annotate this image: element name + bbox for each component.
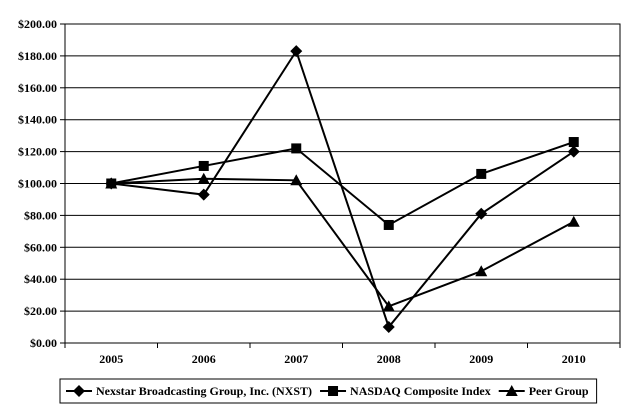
data-point-diamond <box>475 207 488 220</box>
y-tick-label: $40.00 <box>24 272 57 286</box>
data-point-square <box>198 160 209 171</box>
data-point-diamond <box>197 188 210 201</box>
data-point-triangle <box>475 265 488 277</box>
x-axis-tick-labels: 2005 2006 2007 2008 2009 2010 <box>64 343 621 366</box>
x-tick-label: 2009 <box>469 352 493 366</box>
series-triangle <box>105 172 580 312</box>
y-tick-label: $200.00 <box>18 17 57 31</box>
y-tick-label: $80.00 <box>24 208 57 222</box>
series-line <box>111 141 575 227</box>
data-point-diamond <box>382 321 395 334</box>
series-line <box>111 48 575 330</box>
y-tick-label: $20.00 <box>24 304 57 318</box>
x-tick-label: 2010 <box>562 352 586 366</box>
y-tick-label: $0.00 <box>30 336 57 350</box>
plot-area-border <box>64 23 621 344</box>
legend-marker-diamond <box>73 385 85 397</box>
y-tick-label: $140.00 <box>18 113 57 127</box>
x-tick-label: 2008 <box>377 352 401 366</box>
y-tick-label: $120.00 <box>18 145 57 159</box>
data-point-diamond <box>290 45 303 58</box>
data-point-triangle <box>382 300 395 312</box>
legend-label: Nexstar Broadcasting Group, Inc. (NXST) <box>96 384 312 398</box>
legend: Nexstar Broadcasting Group, Inc. (NXST) N… <box>59 378 598 404</box>
data-point-square <box>291 143 302 154</box>
y-tick-label: $100.00 <box>18 177 57 191</box>
legend-marker-triangle <box>505 385 518 396</box>
data-point-diamond <box>567 145 580 158</box>
data-point-triangle <box>290 174 303 186</box>
data-point-square <box>383 219 394 230</box>
legend-item: NASDAQ Composite Index <box>320 384 491 398</box>
x-tick-label: 2005 <box>99 352 123 366</box>
legend-item: Peer Group <box>498 384 589 398</box>
series-lines <box>105 45 580 334</box>
gridlines <box>65 23 620 344</box>
legend-marker-square <box>328 386 339 396</box>
series-line <box>111 177 575 308</box>
series-diamond <box>105 45 580 334</box>
y-tick-label: $60.00 <box>24 240 57 254</box>
x-tick-label: 2006 <box>192 352 216 366</box>
y-tick-label: $180.00 <box>18 49 57 63</box>
y-tick-label: $160.00 <box>18 81 57 95</box>
legend-item: Nexstar Broadcasting Group, Inc. (NXST) <box>66 384 312 398</box>
data-point-triangle <box>105 177 118 189</box>
y-axis-tick-labels: $0.00 $20.00 $40.00 $60.00 $80.00 $100.00 $120… <box>18 17 65 350</box>
data-point-triangle <box>197 172 210 184</box>
data-point-square <box>568 137 579 148</box>
legend-label: Peer Group <box>529 384 589 398</box>
data-point-square <box>476 168 487 179</box>
x-tick-label: 2007 <box>284 352 308 366</box>
data-point-triangle <box>567 215 580 227</box>
legend-label: NASDAQ Composite Index <box>350 384 491 398</box>
